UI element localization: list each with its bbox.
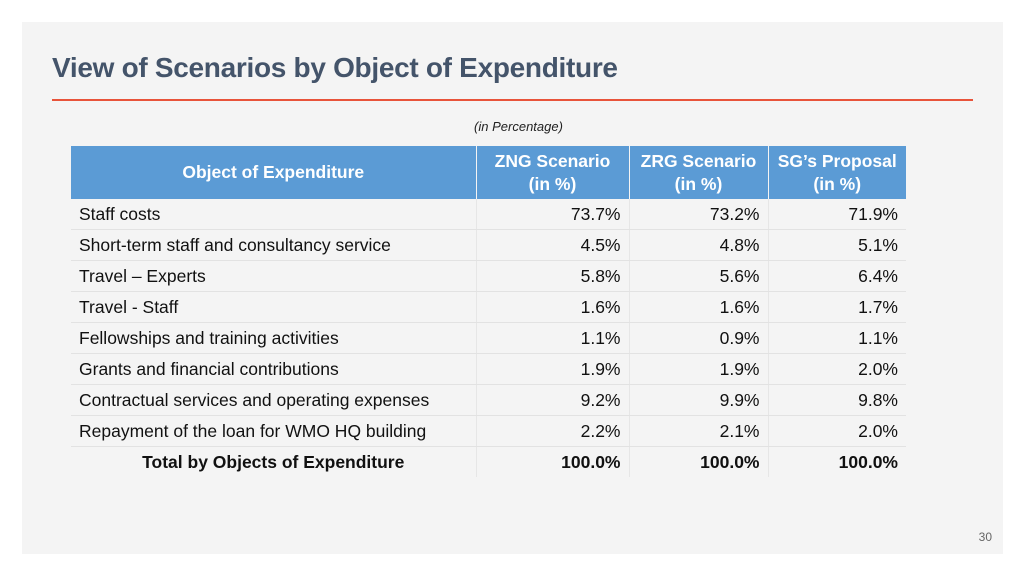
table-header: Object of Expenditure ZNG Scenario (in %…	[71, 146, 906, 199]
slide: View of Scenarios by Object of Expenditu…	[22, 22, 1003, 554]
sg-value: 1.1%	[767, 322, 906, 354]
row-label: Travel – Experts	[71, 260, 476, 292]
total-label: Total by Objects of Expenditure	[71, 446, 476, 477]
expenditure-table: Object of Expenditure ZNG Scenario (in %…	[71, 146, 906, 477]
zng-value: 1.6%	[475, 291, 629, 323]
zrg-value: 4.8%	[628, 229, 768, 261]
total-row: Total by Objects of Expenditure 100.0% 1…	[71, 446, 906, 477]
table-row: Grants and financial contributions 1.9% …	[71, 353, 906, 385]
zrg-value: 1.6%	[628, 291, 768, 323]
zng-value: 1.1%	[475, 322, 629, 354]
sg-value: 6.4%	[767, 260, 906, 292]
sg-value: 5.1%	[767, 229, 906, 261]
table-row: Short-term staff and consultancy service…	[71, 229, 906, 261]
table-row: Repayment of the loan for WMO HQ buildin…	[71, 415, 906, 447]
header-unit: (in %)	[674, 173, 723, 194]
table-row: Contractual services and operating expen…	[71, 384, 906, 416]
zng-value: 5.8%	[475, 260, 629, 292]
header-unit: (in %)	[813, 173, 862, 194]
zng-value: 2.2%	[475, 415, 629, 447]
row-label: Travel - Staff	[71, 291, 476, 323]
zrg-total: 100.0%	[628, 446, 768, 477]
table-row: Travel – Experts 5.8% 5.6% 6.4%	[71, 260, 906, 292]
zng-total: 100.0%	[475, 446, 629, 477]
zrg-value: 0.9%	[628, 322, 768, 354]
zng-value: 4.5%	[475, 229, 629, 261]
header-zng-scenario: ZNG Scenario (in %)	[475, 146, 629, 199]
header-sg-proposal: SG’s Proposal (in %)	[767, 146, 906, 199]
header-label: ZNG Scenario	[494, 150, 611, 171]
sg-total: 100.0%	[767, 446, 906, 477]
zng-value: 1.9%	[475, 353, 629, 385]
zrg-value: 9.9%	[628, 384, 768, 416]
zng-value: 73.7%	[475, 199, 629, 230]
table-units-note: (in Percentage)	[474, 119, 563, 134]
header-row: Object of Expenditure ZNG Scenario (in %…	[71, 146, 906, 199]
row-label: Repayment of the loan for WMO HQ buildin…	[71, 415, 476, 447]
row-label: Fellowships and training activities	[71, 322, 476, 354]
header-label: Object of Expenditure	[182, 162, 365, 182]
zrg-value: 2.1%	[628, 415, 768, 447]
row-label: Staff costs	[71, 199, 476, 230]
table-body: Staff costs 73.7% 73.2% 71.9% Short-term…	[71, 199, 906, 477]
sg-value: 9.8%	[767, 384, 906, 416]
header-object-of-expenditure: Object of Expenditure	[71, 146, 476, 199]
table-row: Travel - Staff 1.6% 1.6% 1.7%	[71, 291, 906, 323]
sg-value: 2.0%	[767, 353, 906, 385]
title-divider	[52, 99, 973, 101]
row-label: Grants and financial contributions	[71, 353, 476, 385]
slide-title: View of Scenarios by Object of Expenditu…	[52, 52, 618, 83]
sg-value: 71.9%	[767, 199, 906, 230]
zrg-value: 73.2%	[628, 199, 768, 230]
row-label: Contractual services and operating expen…	[71, 384, 476, 416]
header-label: SG’s Proposal	[777, 150, 897, 171]
zrg-value: 5.6%	[628, 260, 768, 292]
sg-value: 2.0%	[767, 415, 906, 447]
zrg-value: 1.9%	[628, 353, 768, 385]
header-label: ZRG Scenario	[640, 150, 757, 171]
row-label: Short-term staff and consultancy service	[71, 229, 476, 261]
table-row: Fellowships and training activities 1.1%…	[71, 322, 906, 354]
page-number: 30	[978, 530, 992, 544]
zng-value: 9.2%	[475, 384, 629, 416]
sg-value: 1.7%	[767, 291, 906, 323]
table-row: Staff costs 73.7% 73.2% 71.9%	[71, 199, 906, 230]
header-zrg-scenario: ZRG Scenario (in %)	[628, 146, 768, 199]
header-unit: (in %)	[528, 173, 577, 194]
